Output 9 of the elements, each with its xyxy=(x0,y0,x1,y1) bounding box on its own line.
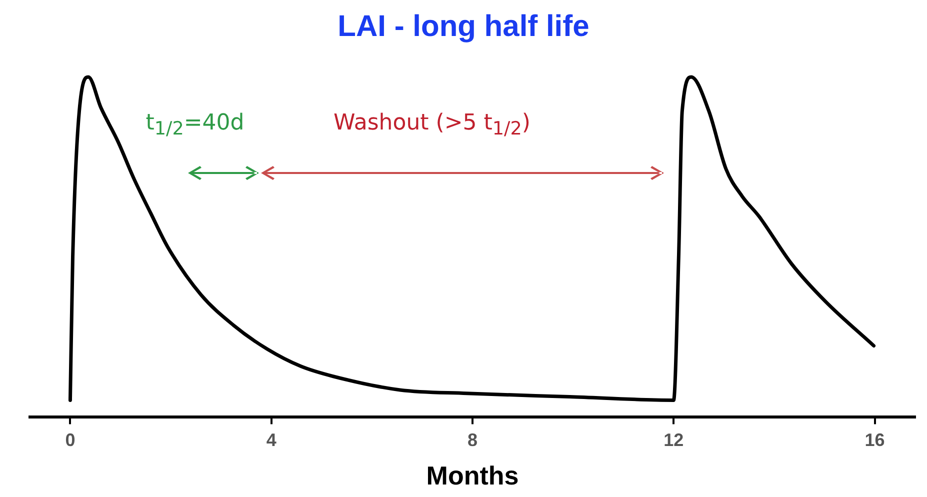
x-tick-label: 4 xyxy=(266,430,276,450)
annotation: Washout (>5 t$_{1/2}$) xyxy=(334,110,530,140)
annotation: t$_{1/2}$=40d xyxy=(146,110,244,140)
x-tick-label: 8 xyxy=(467,430,478,450)
x-axis-title: Months xyxy=(426,460,519,491)
chart-title: LAI - long half life xyxy=(336,10,590,44)
x-tick-label: 16 xyxy=(864,430,885,450)
x-tick-label: 0 xyxy=(65,430,76,450)
x-tick-label: 12 xyxy=(664,430,684,450)
